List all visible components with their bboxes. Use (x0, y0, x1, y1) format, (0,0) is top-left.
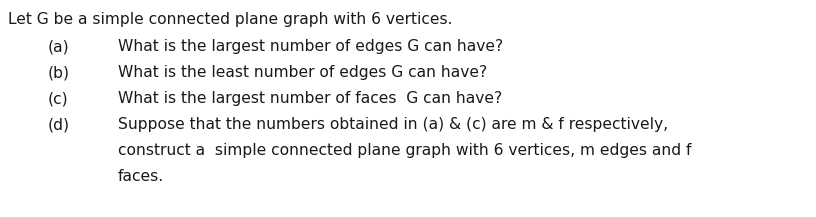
Text: construct a  simple connected plane graph with 6 vertices, m edges and f: construct a simple connected plane graph… (118, 143, 691, 158)
Text: (b): (b) (48, 65, 70, 80)
Text: (c): (c) (48, 91, 69, 106)
Text: faces.: faces. (118, 169, 164, 184)
Text: Suppose that the numbers obtained in (a) & (c) are m & f respectively,: Suppose that the numbers obtained in (a)… (118, 117, 668, 132)
Text: Let G be a simple connected plane graph with 6 vertices.: Let G be a simple connected plane graph … (8, 12, 453, 27)
Text: (a): (a) (48, 39, 69, 54)
Text: What is the largest number of faces  G can have?: What is the largest number of faces G ca… (118, 91, 503, 106)
Text: (d): (d) (48, 117, 70, 132)
Text: What is the least number of edges G can have?: What is the least number of edges G can … (118, 65, 487, 80)
Text: What is the largest number of edges G can have?: What is the largest number of edges G ca… (118, 39, 503, 54)
